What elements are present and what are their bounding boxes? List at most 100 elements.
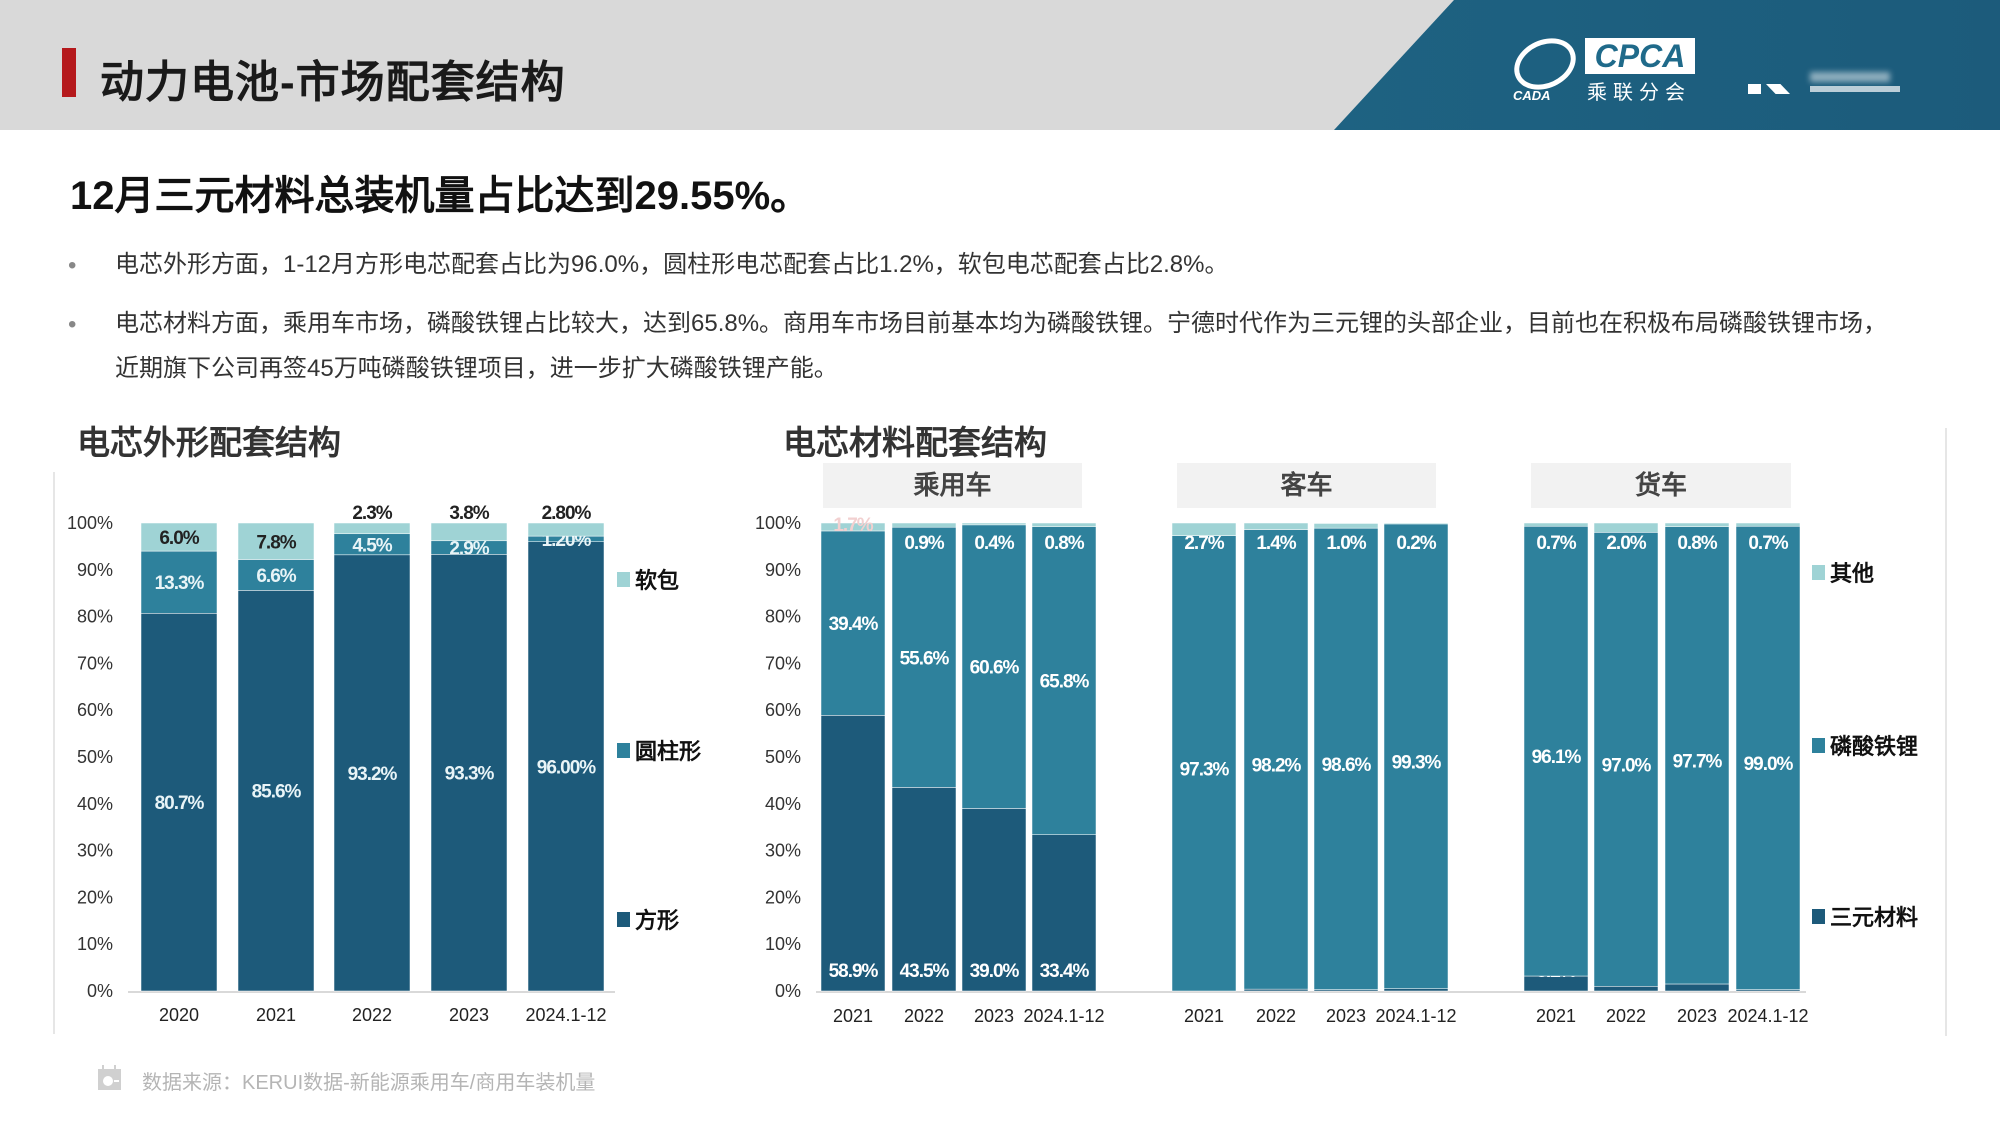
material-data-label: 55.6% — [900, 648, 950, 669]
shape-data-label: 6.0% — [159, 528, 199, 549]
shape-data-label: 93.2% — [348, 764, 398, 785]
shape-bar-软包 — [333, 522, 411, 535]
material-bar-三元材料 — [961, 808, 1027, 992]
legend-label: 方形 — [635, 908, 679, 933]
shape-data-label: 13.3% — [155, 573, 205, 594]
legend-swatch-圆柱形 — [617, 743, 630, 758]
material-x-label: 2024.1-12 — [1023, 1006, 1104, 1026]
logo-text: CPCA — [1585, 38, 1695, 74]
material-data-label: 97.0% — [1602, 755, 1652, 776]
data-source: 数据来源：KERUI数据-新能源乘用车/商用车装机量 — [142, 1072, 596, 1094]
material-y-tick: 80% — [765, 607, 801, 627]
shape-data-label: 3.8% — [449, 503, 489, 524]
left-divider — [53, 472, 55, 1034]
shape-chart-title: 电芯外形配套结构 — [77, 424, 341, 461]
material-data-label: 2.0% — [1606, 533, 1646, 554]
shape-bar-圆柱形 — [237, 559, 315, 591]
material-y-tick: 60% — [765, 700, 801, 720]
material-bar-磷酸铁锂 — [961, 524, 1027, 809]
legend-label: 软包 — [635, 568, 679, 593]
shape-y-tick: 90% — [77, 560, 113, 580]
page-title: 动力电池-市场配套结构 — [100, 58, 566, 107]
shape-data-label: 80.7% — [155, 793, 205, 814]
material-x-label: 2022 — [904, 1006, 944, 1026]
shape-bar-方形 — [140, 613, 218, 992]
material-y-tick: 40% — [765, 794, 801, 814]
material-data-label: 0.4% — [974, 533, 1014, 554]
shape-y-tick: 30% — [77, 841, 113, 861]
material-data-label: 98.2% — [1252, 755, 1302, 776]
shape-data-label: 93.3% — [445, 764, 495, 785]
material-bar-磷酸铁锂 — [1664, 526, 1730, 985]
shape-x-label: 2021 — [256, 1005, 296, 1025]
material-data-label: 0.9% — [904, 533, 944, 554]
material-data-label: 97.7% — [1673, 751, 1723, 772]
material-y-tick: 30% — [765, 841, 801, 861]
material-x-label: 2021 — [1184, 1006, 1224, 1026]
material-bar-三元材料 — [1383, 988, 1449, 992]
shape-data-label: 85.6% — [252, 782, 302, 803]
material-bar-其他 — [1171, 522, 1237, 536]
material-data-label: 43.5% — [900, 961, 950, 982]
material-y-tick: 90% — [765, 560, 801, 580]
legend-label: 三元材料 — [1830, 905, 1918, 930]
shape-x-label: 2022 — [352, 1005, 392, 1025]
material-x-label: 2023 — [1677, 1006, 1717, 1026]
material-bar-其他 — [1031, 522, 1097, 527]
material-data-label: 1.0% — [1326, 533, 1366, 554]
material-data-label: 0.7% — [1536, 533, 1576, 554]
material-bar-其他 — [1313, 523, 1379, 529]
bullet-text-1: 电芯外形方面，1-12月方形电芯配套占比为96.0%，圆柱形电芯配套占比1.2%… — [115, 251, 1229, 278]
shape-bar-圆柱形 — [140, 550, 218, 614]
shape-y-tick: 70% — [77, 653, 113, 673]
legend-label: 其他 — [1830, 561, 1874, 586]
partner-logo — [1748, 72, 1900, 94]
material-x-label: 2021 — [1536, 1006, 1576, 1026]
material-x-label: 2023 — [974, 1006, 1014, 1026]
material-bar-磷酸铁锂 — [1735, 526, 1801, 990]
legend-swatch-三元材料 — [1812, 909, 1825, 924]
calendar-chart-icon — [98, 1065, 121, 1090]
panel-header-passenger: 乘用车 — [823, 463, 1082, 508]
material-x-label: 2022 — [1256, 1006, 1296, 1026]
material-data-label: 65.8% — [1040, 672, 1090, 693]
shape-data-label: 2.80% — [542, 503, 592, 524]
bullet-text-2: 电芯材料方面，乘用车市场，磷酸铁锂占比较大，达到65.8%。商用车市场目前基本均… — [115, 310, 1888, 382]
material-x-label: 2024.1-12 — [1727, 1006, 1808, 1026]
shape-x-label: 2023 — [449, 1005, 489, 1025]
shape-data-label: 2.9% — [449, 539, 489, 560]
shape-data-label: 6.6% — [256, 566, 296, 587]
shape-bar-方形 — [527, 541, 605, 992]
shape-data-label: 4.5% — [352, 535, 392, 556]
shape-y-tick: 40% — [77, 794, 113, 814]
material-data-label: 0.7% — [1748, 533, 1788, 554]
material-data-label: 39.4% — [829, 614, 879, 635]
shape-bar-方形 — [333, 554, 411, 992]
legend-swatch-其他 — [1812, 565, 1825, 580]
legend-swatch-磷酸铁锂 — [1812, 738, 1825, 753]
material-bar-磷酸铁锂 — [1523, 526, 1589, 977]
shape-bar-方形 — [430, 554, 508, 992]
legend-label: 圆柱形 — [635, 739, 701, 764]
material-data-label: 0.8% — [1677, 533, 1717, 554]
material-data-label: 96.1% — [1532, 747, 1582, 768]
headline: 12月三元材料总装机量占比达到29.55%。 — [70, 174, 811, 218]
material-bar-三元材料 — [820, 715, 886, 992]
material-data-label: 99.3% — [1392, 752, 1442, 773]
shape-data-label: 96.00% — [537, 757, 597, 778]
legend-swatch-方形 — [617, 912, 630, 927]
material-data-label: 1.4% — [1256, 533, 1296, 554]
shape-data-label: 7.8% — [256, 532, 296, 553]
material-data-label: 33.4% — [1040, 961, 1090, 982]
material-data-label: 97.3% — [1180, 759, 1230, 780]
material-bar-三元材料 — [1664, 983, 1730, 992]
material-x-label: 2023 — [1326, 1006, 1366, 1026]
material-y-tick: 10% — [765, 934, 801, 954]
shape-y-tick: 60% — [77, 700, 113, 720]
material-x-label: 2024.1-12 — [1375, 1006, 1456, 1026]
shape-y-tick: 80% — [77, 607, 113, 627]
shape-bar-方形 — [237, 590, 315, 992]
material-bar-其他 — [1735, 522, 1801, 527]
shape-y-tick: 0% — [87, 981, 113, 1001]
material-bar-磷酸铁锂 — [1031, 526, 1097, 835]
